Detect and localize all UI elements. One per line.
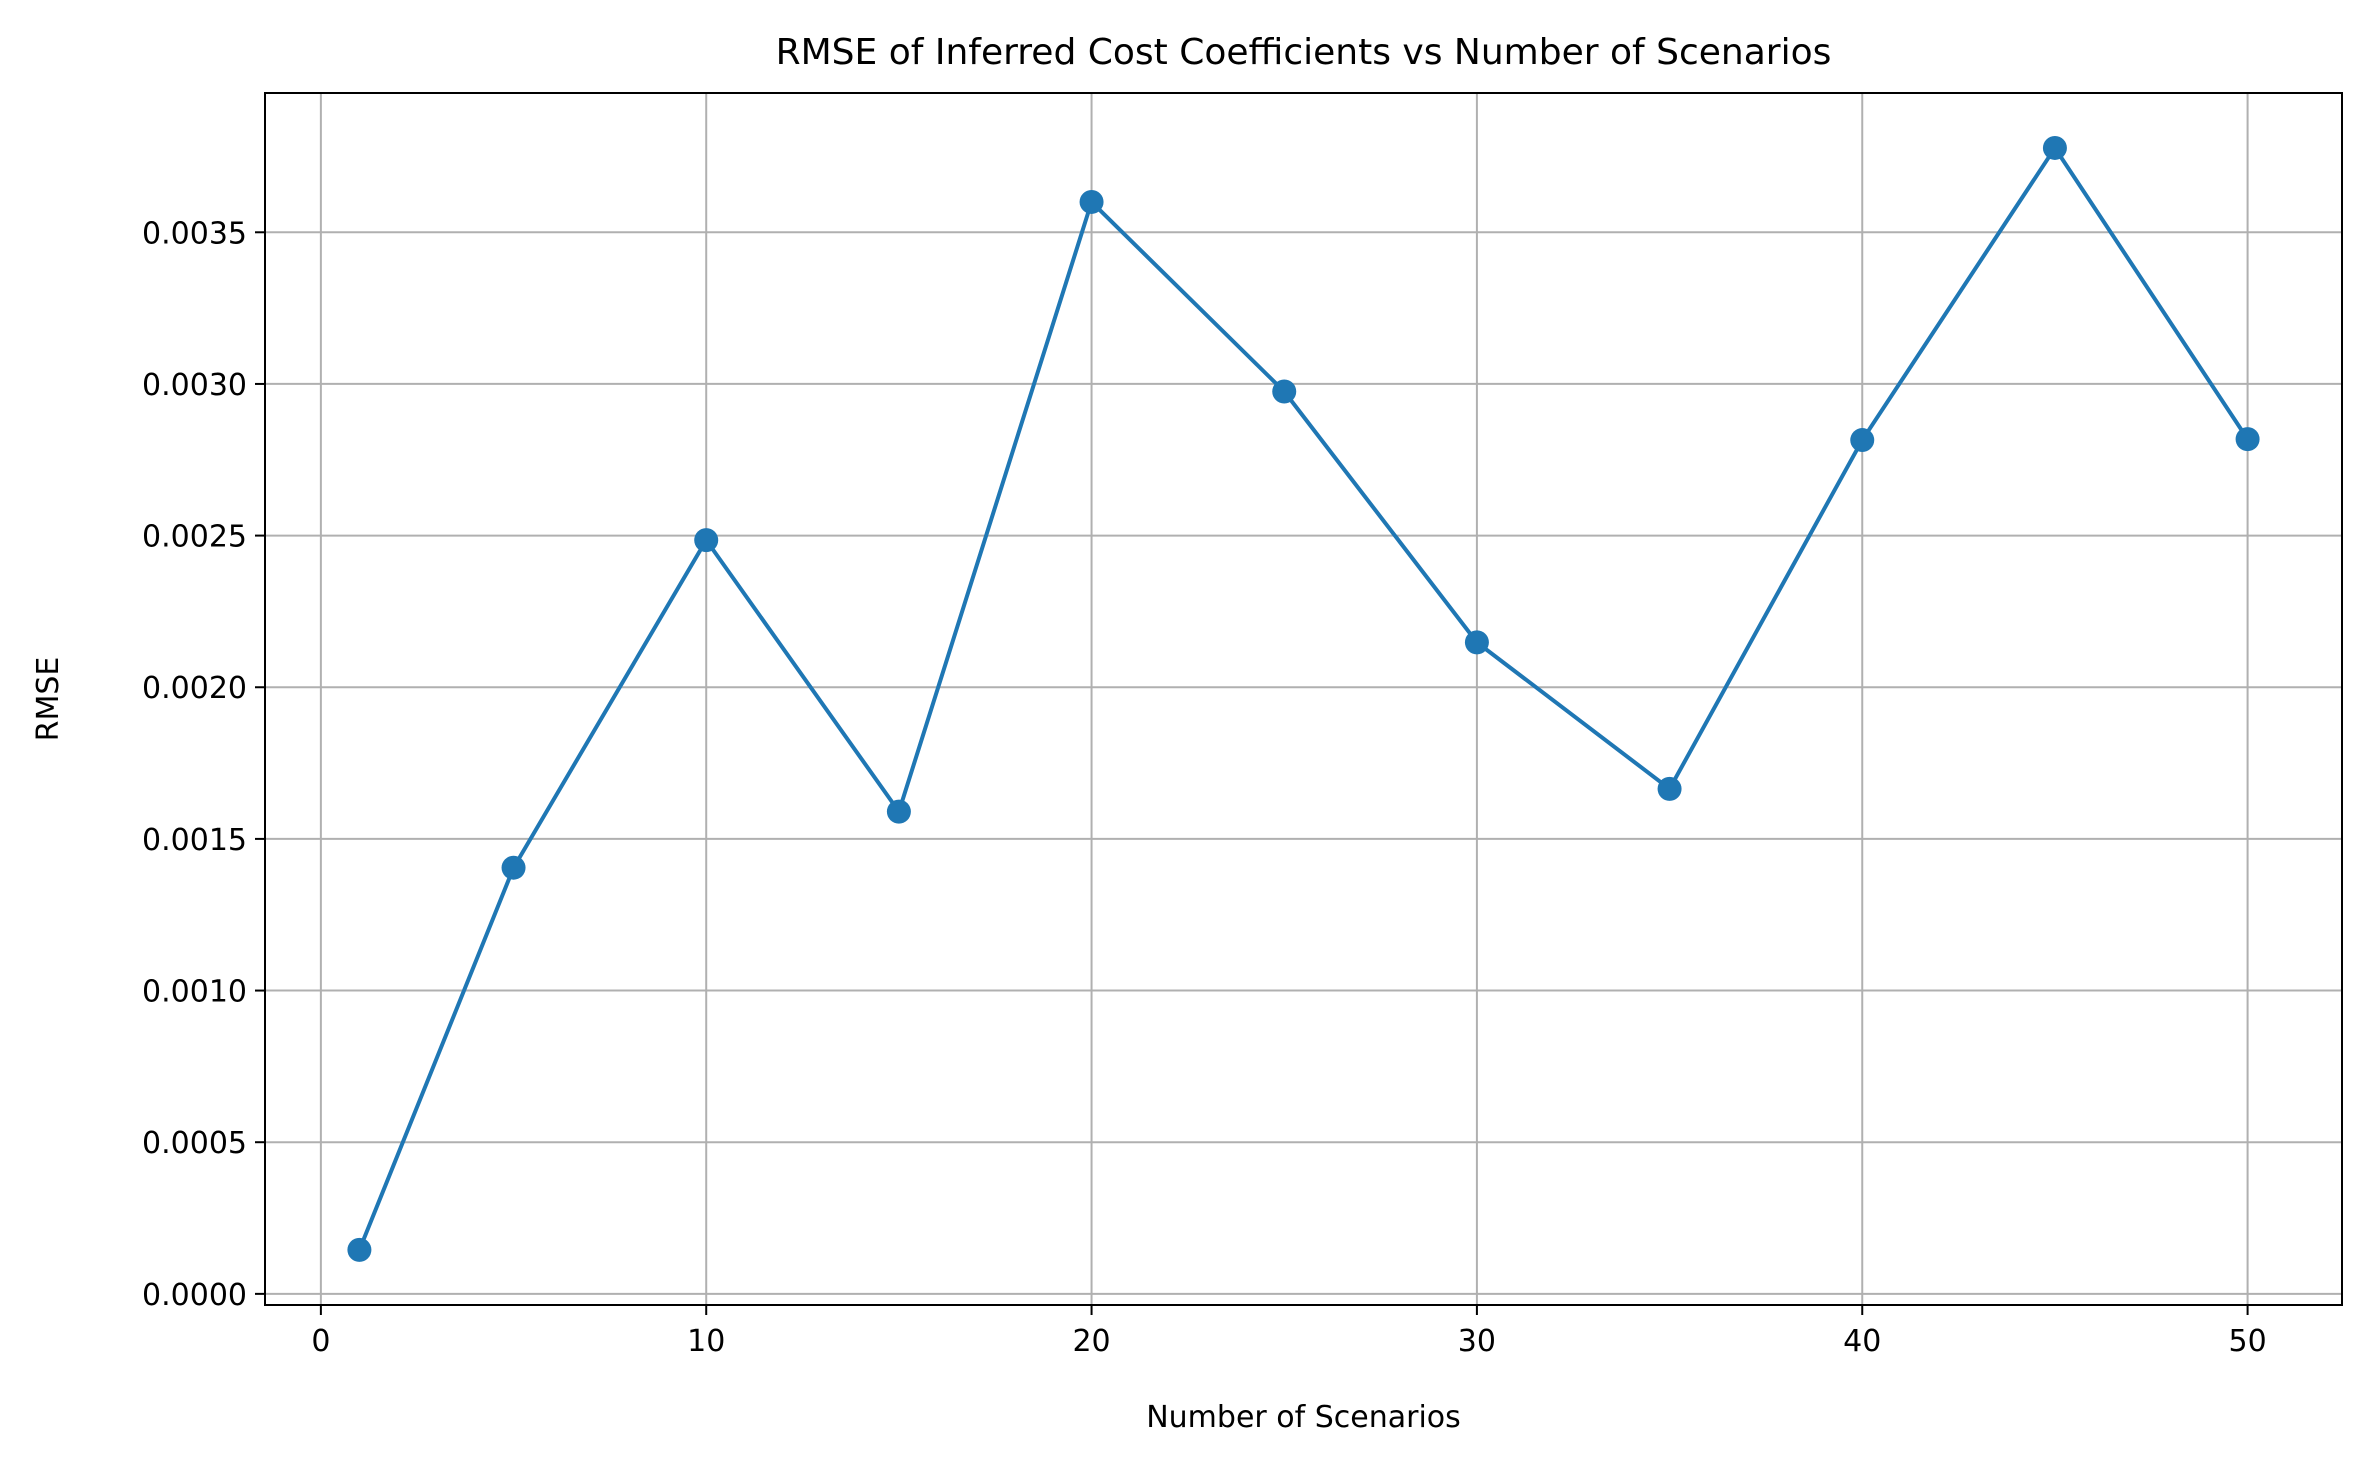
x-tick-label: 10 (687, 1324, 725, 1359)
y-tick-label: 0.0035 (142, 216, 247, 251)
data-point (1850, 428, 1875, 453)
y-tick-label: 0.0025 (142, 520, 247, 555)
y-tick-label: 0.0015 (142, 823, 247, 858)
data-point (2235, 427, 2260, 452)
data-point (886, 799, 911, 824)
x-tick-label: 50 (2228, 1324, 2266, 1359)
data-point (1657, 776, 1682, 801)
chart-title: RMSE of Inferred Cost Coefficients vs Nu… (776, 32, 1832, 73)
y-axis-ticks: 0.0000 0.0005 0.0010 0.0015 0.0020 0.0025 0.00… (142, 216, 265, 1313)
grid (265, 93, 2342, 1305)
data-point (1464, 630, 1489, 655)
data-point (1079, 189, 1104, 214)
data-point (501, 855, 526, 880)
y-tick-label: 0.0010 (142, 975, 247, 1010)
y-tick-label: 0.0000 (142, 1278, 247, 1313)
y-axis-label: RMSE (31, 657, 66, 742)
x-axis-ticks: 0 10 20 30 40 50 (311, 1305, 2267, 1359)
data-point (694, 528, 719, 553)
y-tick-label: 0.0005 (142, 1126, 247, 1161)
y-tick-label: 0.0030 (142, 368, 247, 403)
x-tick-label: 20 (1072, 1324, 1110, 1359)
data-point (347, 1237, 372, 1262)
x-tick-label: 0 (311, 1324, 330, 1359)
x-axis-label: Number of Scenarios (1146, 1400, 1461, 1435)
y-tick-label: 0.0020 (142, 671, 247, 706)
data-point (1272, 379, 1297, 404)
x-tick-label: 30 (1458, 1324, 1496, 1359)
data-point (2042, 135, 2067, 160)
x-tick-label: 40 (1843, 1324, 1881, 1359)
data-series (347, 135, 2260, 1262)
plot-area-frame (264, 92, 2343, 1306)
